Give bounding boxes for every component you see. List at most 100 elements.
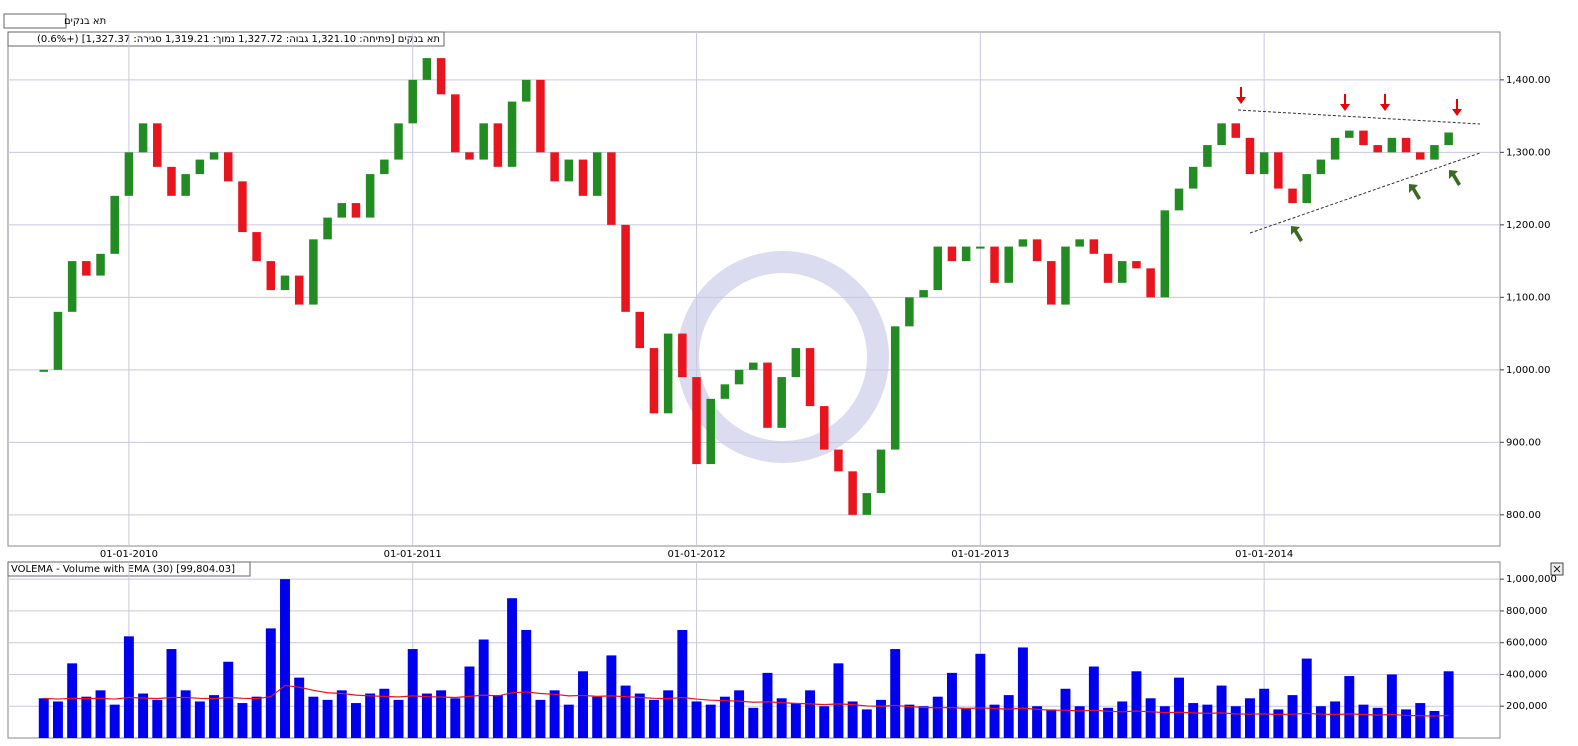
volume-bar xyxy=(1131,671,1142,738)
volume-bar xyxy=(1103,707,1114,738)
volume-bar xyxy=(989,704,1000,738)
candle xyxy=(905,297,914,327)
volume-bar xyxy=(1415,703,1426,738)
candle xyxy=(621,224,630,312)
volume-bar xyxy=(776,698,787,738)
volume-bar xyxy=(932,696,943,738)
volume-bar xyxy=(578,671,588,738)
candle xyxy=(436,58,446,95)
volume-bar xyxy=(237,703,248,738)
candle xyxy=(1288,188,1297,204)
candle xyxy=(337,203,347,218)
candle xyxy=(1345,130,1354,138)
volume-bar xyxy=(180,690,191,738)
volume-bar xyxy=(1372,707,1383,738)
candle xyxy=(919,290,928,298)
candle xyxy=(1316,159,1326,175)
candle xyxy=(1330,137,1340,160)
volume-bar xyxy=(1074,706,1085,738)
volume-bar xyxy=(166,649,177,738)
volume-bar xyxy=(365,693,376,738)
candle xyxy=(1117,261,1127,283)
volume-bar xyxy=(606,655,617,738)
candle xyxy=(1061,246,1070,305)
candle xyxy=(1415,152,1425,160)
volume-bar xyxy=(677,629,688,738)
volume-bar xyxy=(549,690,560,738)
candle xyxy=(749,362,758,370)
volume-bar xyxy=(1117,701,1128,738)
candle xyxy=(96,253,105,276)
volume-bar xyxy=(1443,671,1454,738)
candle xyxy=(223,152,233,182)
volume-bar xyxy=(464,666,475,738)
candle xyxy=(124,152,134,196)
candle xyxy=(394,123,403,160)
volume-bar xyxy=(1216,685,1227,738)
candle xyxy=(521,79,531,102)
volume-bar xyxy=(1088,666,1099,738)
candle xyxy=(422,58,432,80)
candle xyxy=(1259,152,1269,175)
candle xyxy=(1373,145,1382,153)
volume-bar xyxy=(393,699,404,738)
candle xyxy=(39,369,49,372)
volume-bar xyxy=(833,663,844,738)
volume-bar xyxy=(1145,698,1156,738)
candle xyxy=(1089,239,1099,254)
candle xyxy=(238,181,247,233)
volume-bar xyxy=(1273,709,1284,738)
info-box xyxy=(7,31,445,47)
candle xyxy=(451,94,460,153)
candle xyxy=(734,369,744,385)
volume-bar xyxy=(194,701,205,738)
y-tick-label: 800,000 xyxy=(1506,606,1547,617)
candle xyxy=(309,239,318,305)
candle xyxy=(649,348,659,414)
candle xyxy=(635,311,645,349)
candle xyxy=(791,348,801,378)
candle xyxy=(578,159,588,196)
volume-bar xyxy=(67,663,78,738)
volume-bar xyxy=(918,706,929,738)
candle xyxy=(819,406,829,450)
volume-bar xyxy=(507,598,518,738)
volume-bar xyxy=(322,699,333,738)
candle xyxy=(1132,261,1141,269)
volume-bar xyxy=(663,690,674,738)
candle xyxy=(1274,152,1283,189)
candle xyxy=(976,246,985,249)
volume-bar xyxy=(876,699,886,738)
candle xyxy=(1217,123,1226,146)
candle xyxy=(252,232,261,262)
volume-bar xyxy=(1017,647,1028,738)
candle xyxy=(1188,166,1198,189)
candle xyxy=(167,166,176,196)
close-icon xyxy=(1553,565,1561,573)
candle xyxy=(990,246,999,283)
volume-bar xyxy=(421,693,432,738)
volume-bar xyxy=(251,696,262,738)
candle xyxy=(365,174,375,218)
price-frame xyxy=(7,31,1501,547)
volume-bar xyxy=(805,690,816,738)
volume-bar xyxy=(1230,706,1241,738)
volume-bar xyxy=(450,698,461,738)
y-tick-label: 1,400.00 xyxy=(1506,75,1551,86)
volume-bar xyxy=(946,672,957,738)
x-tick-label: 01-01-2014 xyxy=(1235,549,1293,560)
y-tick-label: 400,000 xyxy=(1506,669,1547,680)
candle xyxy=(479,123,488,160)
ema-line xyxy=(43,684,1449,717)
volume-bar xyxy=(847,701,858,738)
volume-bar xyxy=(294,677,305,738)
volume-bar xyxy=(223,661,234,738)
arrow-down xyxy=(1380,94,1390,111)
candle xyxy=(536,79,545,153)
candle xyxy=(890,326,900,450)
volume-bar xyxy=(265,628,276,738)
volume-bar xyxy=(521,629,532,738)
volume-bar xyxy=(209,695,220,738)
candle xyxy=(763,362,772,428)
volume-bar xyxy=(379,688,390,738)
